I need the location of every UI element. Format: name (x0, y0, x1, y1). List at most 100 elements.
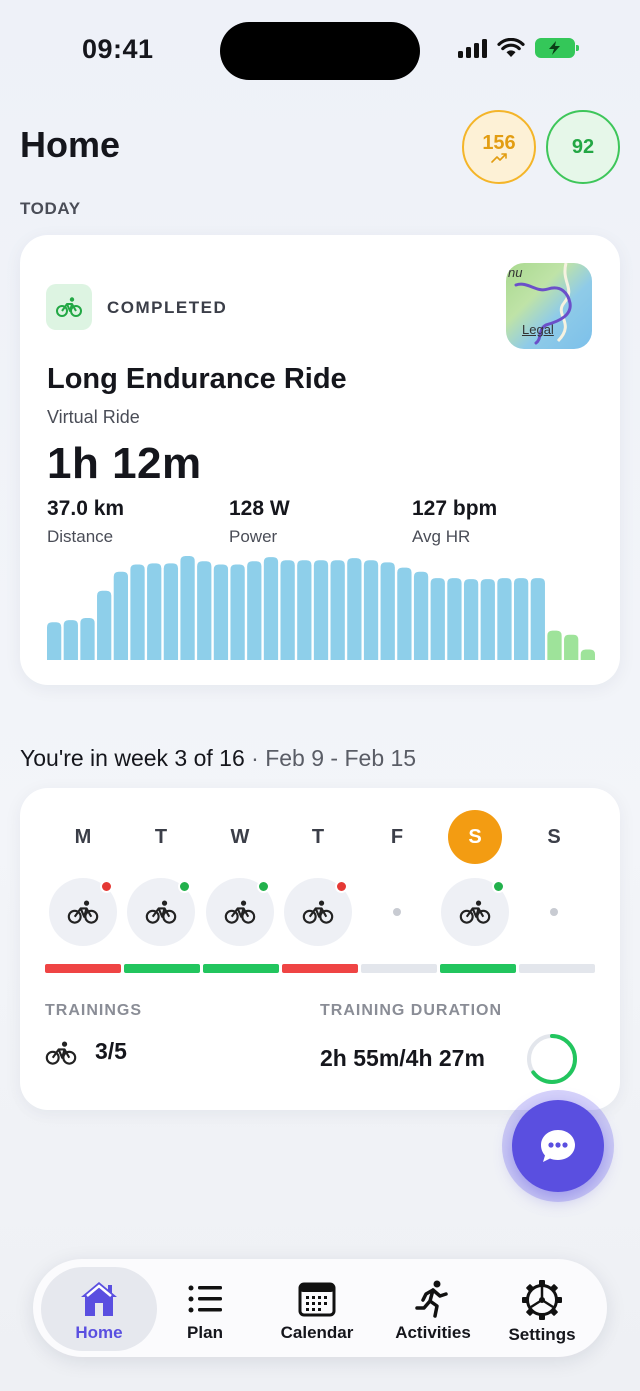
day-rest (520, 878, 588, 946)
progress-segment (203, 964, 279, 973)
day-workout-button[interactable] (49, 878, 117, 946)
day-column[interactable]: F (362, 810, 432, 946)
chart-bar (80, 618, 95, 660)
running-icon (415, 1280, 448, 1318)
chart-bar (380, 562, 395, 660)
tab-activities[interactable]: Activities (385, 1267, 481, 1351)
day-workout-button[interactable] (441, 878, 509, 946)
training-duration-label: TRAINING DURATION (320, 1002, 503, 1019)
week-number: You're in week 3 of 16 (20, 745, 245, 771)
day-column[interactable]: M (48, 810, 118, 946)
chart-bar (313, 560, 329, 660)
chart-bar (514, 578, 529, 660)
bicycle-icon (45, 1041, 77, 1065)
list-icon (188, 1285, 222, 1313)
power-profile-chart (47, 556, 595, 660)
workout-status-dot (335, 880, 348, 893)
chart-bar (430, 578, 445, 660)
day-rest (363, 878, 431, 946)
chart-bar (280, 560, 295, 660)
day-column[interactable]: W (205, 810, 275, 946)
day-column[interactable]: S (440, 810, 510, 946)
tab-settings[interactable]: Settings (497, 1267, 587, 1351)
day-letter: F (390, 826, 404, 848)
week-card[interactable]: TRAININGS 3/5 TRAINING DURATION 2h 55m/4… (20, 788, 620, 1110)
chart-bar (363, 560, 379, 660)
chart-bar (497, 578, 512, 660)
bicycle-icon (459, 900, 491, 924)
day-workout-button[interactable] (127, 878, 195, 946)
chart-bar (147, 563, 162, 660)
metric-label: Avg HR (412, 527, 471, 546)
chart-bar (97, 590, 112, 660)
tab-label: Settings (508, 1325, 576, 1344)
no-workout-dot (393, 908, 401, 916)
activity-status: COMPLETED (107, 298, 228, 317)
week-separator: · (244, 745, 266, 771)
status-bar: 09:41 (0, 0, 640, 100)
week-progress-bar (45, 964, 595, 973)
workout-status-dot (100, 880, 113, 893)
sport-icon-box (46, 284, 92, 330)
cellular-signal-icon (458, 38, 487, 58)
metric-value: 128 W (229, 497, 290, 520)
route-line (514, 263, 572, 345)
chart-bar (247, 561, 262, 660)
chart-bar (197, 561, 212, 660)
bicycle-icon (67, 900, 99, 924)
tab-label: Plan (187, 1323, 223, 1342)
status-time: 09:41 (82, 34, 154, 64)
trend-up-icon (491, 152, 507, 163)
map-legal-link[interactable]: Legal (522, 322, 554, 337)
gear-icon (522, 1280, 562, 1320)
battery-icon (535, 38, 579, 58)
chart-bar (330, 560, 345, 660)
metric-value: 37.0 km (47, 497, 125, 520)
calendar-icon (298, 1282, 336, 1317)
form-badge[interactable]: 92 (546, 110, 620, 184)
day-workout-button[interactable] (284, 878, 352, 946)
dynamic-island (220, 22, 420, 80)
tab-label: Activities (395, 1323, 471, 1342)
training-duration-value: 2h 55m/4h 27m (320, 1045, 485, 1071)
day-letter: T (311, 826, 325, 848)
tab-calendar[interactable]: Calendar (269, 1267, 365, 1351)
day-workout-button[interactable] (206, 878, 274, 946)
bicycle-icon (56, 297, 82, 317)
chart-bar (530, 578, 545, 660)
chart-bar (413, 571, 429, 660)
progress-segment (440, 964, 516, 973)
progress-segment (45, 964, 121, 973)
chart-bar (297, 560, 312, 660)
progress-segment (361, 964, 437, 973)
tab-label: Calendar (280, 1323, 354, 1342)
tab-home[interactable]: Home (41, 1267, 157, 1351)
trainings-value: 3/5 (95, 1038, 127, 1064)
route-map-thumbnail[interactable]: nu Legal (506, 263, 592, 349)
workout-status-dot (178, 880, 191, 893)
day-column[interactable]: S (519, 810, 589, 946)
metric-power: 128 W Power (229, 497, 290, 547)
chart-bar (347, 558, 362, 660)
fitness-value: 156 (482, 131, 516, 154)
page-title: Home (20, 124, 121, 165)
metric-label: Distance (47, 527, 114, 546)
wifi-icon (497, 38, 525, 57)
activity-duration: 1h 12m (47, 439, 202, 488)
day-column[interactable]: T (126, 810, 196, 946)
chat-button[interactable] (512, 1100, 604, 1192)
bicycle-icon (224, 900, 256, 924)
metric-avg-hr: 127 bpm Avg HR (412, 497, 497, 547)
trainings-label: TRAININGS (45, 1002, 142, 1019)
tab-plan[interactable]: Plan (165, 1267, 245, 1351)
bicycle-icon (302, 900, 334, 924)
activity-card[interactable]: COMPLETED nu Legal Long Endurance Ride V… (20, 235, 620, 685)
fitness-badge[interactable]: 156 (462, 110, 536, 184)
no-workout-dot (550, 908, 558, 916)
chart-bar (564, 634, 579, 660)
chart-bar (480, 579, 495, 660)
metric-label: Power (229, 527, 278, 546)
home-icon (81, 1282, 117, 1316)
chart-bar (397, 567, 412, 660)
day-column[interactable]: T (283, 810, 353, 946)
